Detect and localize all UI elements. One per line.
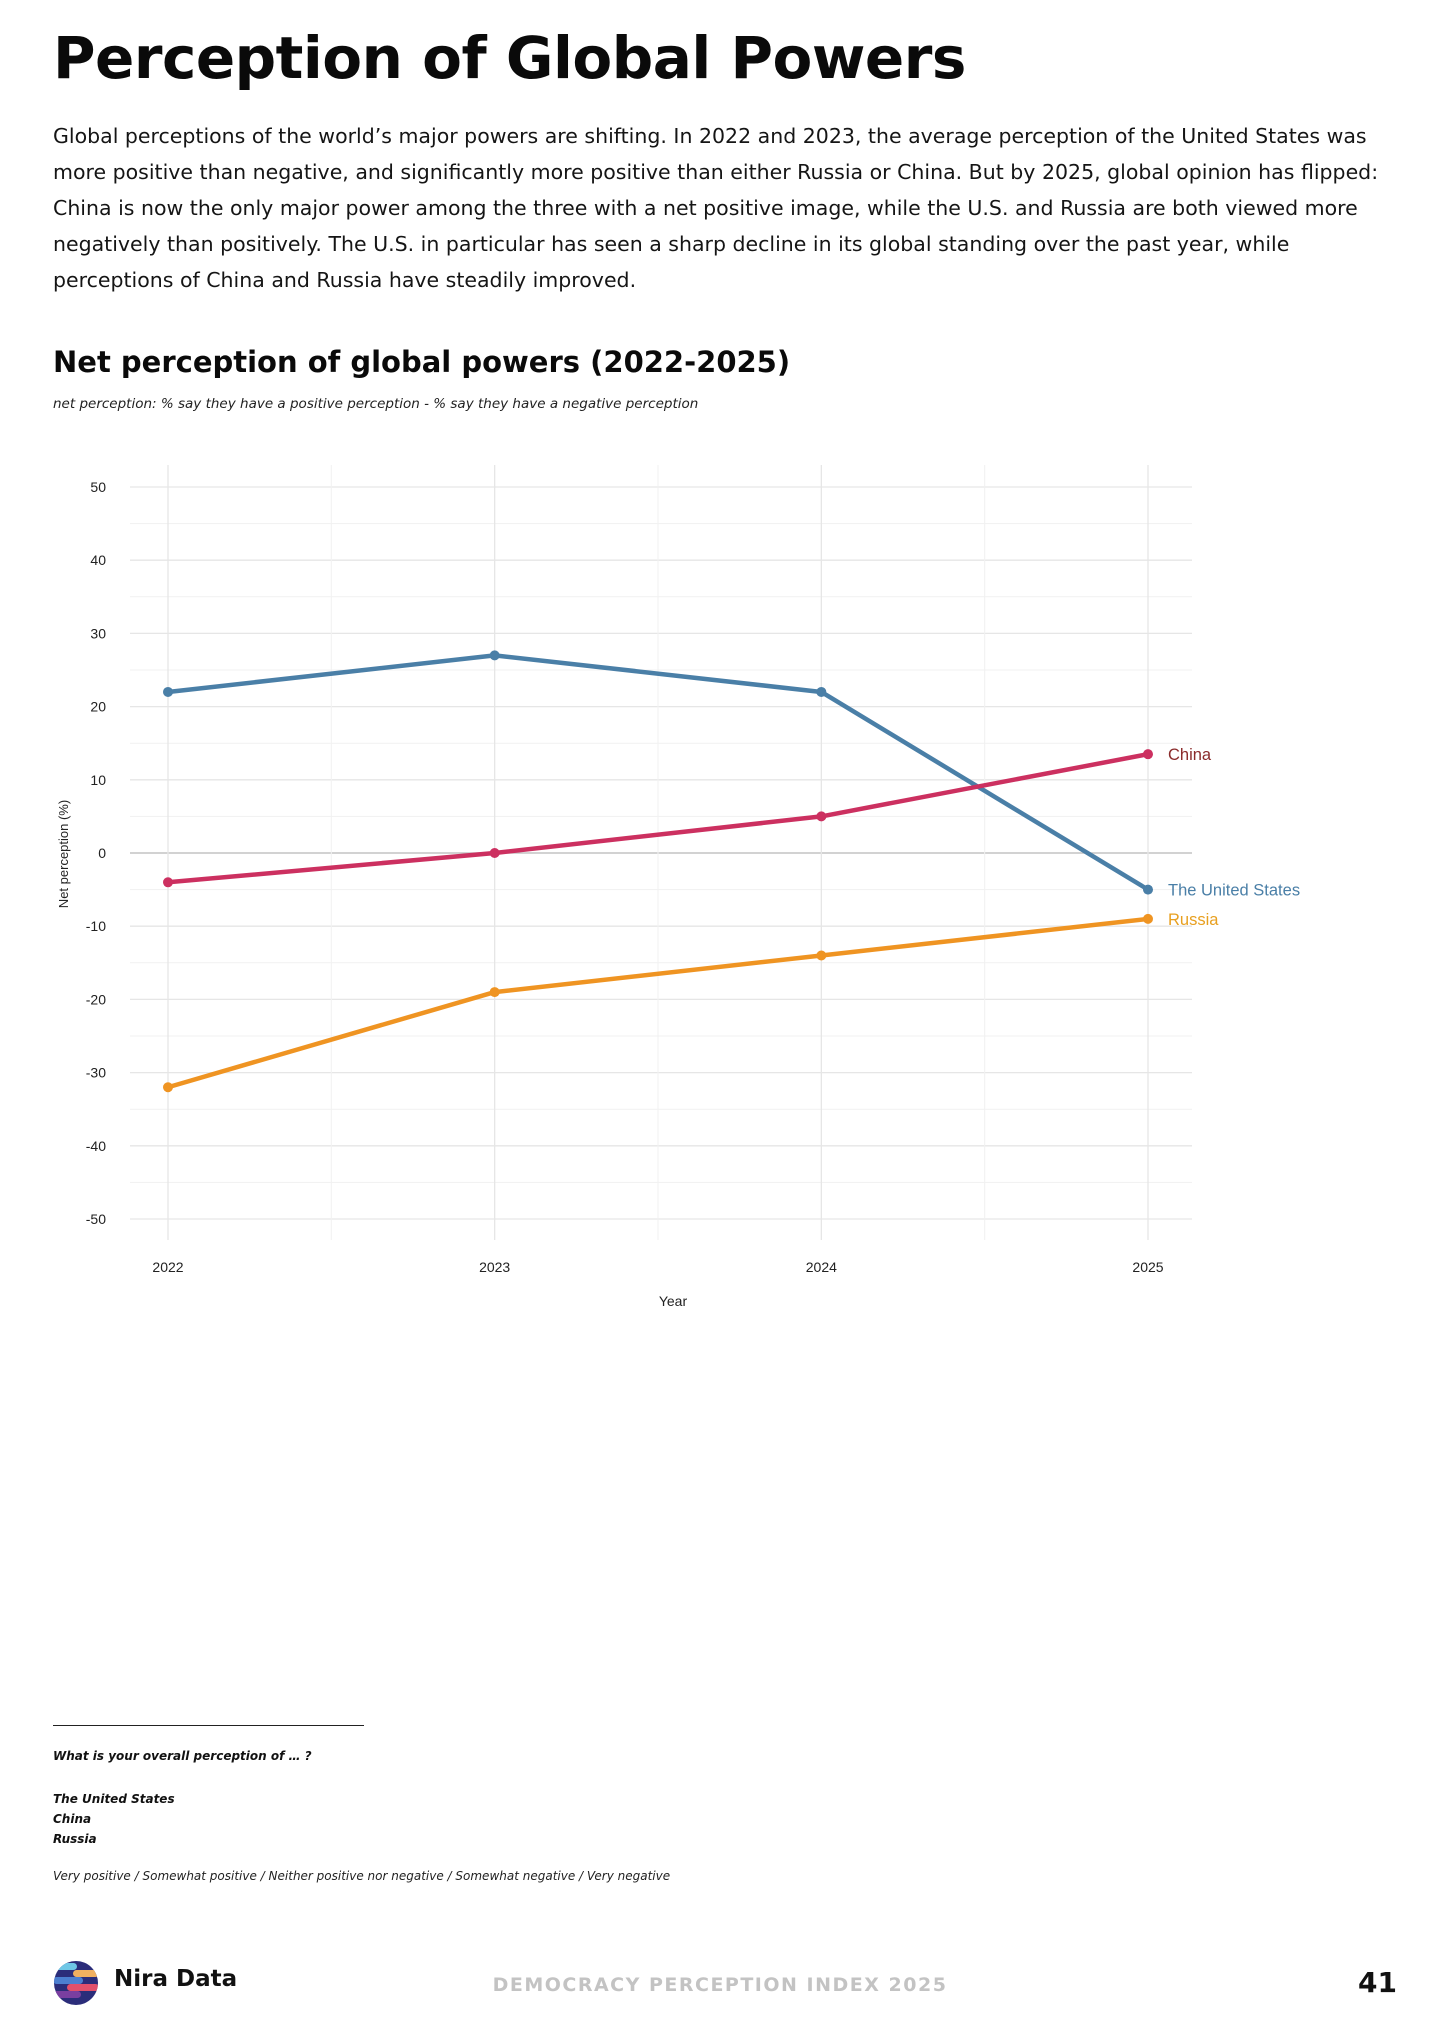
data-point-russia bbox=[1143, 913, 1153, 924]
response-scale: Very positive / Somewhat positive / Neit… bbox=[53, 1869, 671, 1883]
y-tick-label: -30 bbox=[86, 1065, 106, 1081]
data-point-the-united-states bbox=[489, 650, 500, 661]
data-point-china bbox=[816, 811, 827, 822]
y-tick-label: 50 bbox=[90, 479, 106, 495]
chart-subtitle: net perception: % say they have a positi… bbox=[53, 396, 699, 412]
data-point-russia bbox=[816, 950, 827, 961]
survey-option-us: The United States bbox=[53, 1792, 175, 1806]
x-tick-label: 2023 bbox=[479, 1259, 510, 1275]
y-tick-label: 0 bbox=[98, 845, 106, 861]
data-point-china bbox=[163, 877, 173, 888]
series-lines: The United States China Russia bbox=[163, 650, 1300, 1093]
x-tick-label: 2024 bbox=[806, 1259, 837, 1275]
page-title: Perception of Global Powers bbox=[53, 24, 966, 92]
y-tick-label: 20 bbox=[90, 699, 106, 715]
data-point-russia bbox=[489, 987, 500, 998]
survey-option-russia: Russia bbox=[53, 1832, 97, 1846]
page-number: 41 bbox=[1358, 1966, 1397, 1999]
brand-name: Nira Data bbox=[114, 1966, 238, 1992]
report-name: DEMOCRACY PERCEPTION INDEX 2025 bbox=[492, 1974, 948, 1996]
data-point-the-united-states bbox=[163, 686, 173, 697]
line-chart: 50 40 30 20 10 0 -10 -20 -30 -40 -50 2022 2023 2024 20… bbox=[56, 465, 1300, 1309]
grid-lines bbox=[130, 465, 1192, 1240]
y-tick-label: 30 bbox=[90, 625, 106, 641]
y-tick-label: -50 bbox=[86, 1211, 106, 1227]
series-label-china: China bbox=[1168, 746, 1212, 764]
nira-logo-icon bbox=[54, 1961, 98, 2005]
y-tick-label: 10 bbox=[90, 772, 106, 788]
series-line-russia bbox=[165, 916, 1151, 1090]
data-point-china bbox=[1143, 749, 1153, 760]
data-point-the-united-states bbox=[816, 686, 827, 697]
intro-paragraph: Global perceptions of the world’s major … bbox=[53, 124, 1379, 292]
chart-title: Net perception of global powers (2022-20… bbox=[53, 345, 791, 379]
x-tick-label: 2025 bbox=[1132, 1259, 1163, 1275]
series-line-the-united-states bbox=[165, 653, 1151, 892]
axis-tick-labels: 50 40 30 20 10 0 -10 -20 -30 -40 -50 2022 2023 2024 20… bbox=[86, 479, 1164, 1275]
y-tick-label: -20 bbox=[86, 991, 106, 1007]
data-point-russia bbox=[163, 1082, 173, 1093]
y-tick-label: -40 bbox=[86, 1138, 106, 1154]
y-axis-title: Net perception (%) bbox=[56, 800, 71, 908]
footnote-divider bbox=[53, 1725, 364, 1726]
survey-option-china: China bbox=[53, 1812, 92, 1826]
survey-options: The United States China Russia bbox=[53, 1789, 175, 1849]
data-point-the-united-states bbox=[1143, 884, 1153, 895]
y-tick-label: 40 bbox=[90, 552, 106, 568]
x-tick-label: 2022 bbox=[152, 1259, 183, 1275]
series-line-china bbox=[165, 751, 1151, 885]
series-label-russia: Russia bbox=[1168, 911, 1219, 929]
survey-question: What is your overall perception of … ? bbox=[53, 1749, 312, 1763]
series-label-the-united-states: The United States bbox=[1168, 882, 1300, 900]
y-tick-label: -10 bbox=[86, 918, 106, 934]
data-point-china bbox=[489, 848, 500, 858]
x-axis-title: Year bbox=[659, 1293, 688, 1309]
